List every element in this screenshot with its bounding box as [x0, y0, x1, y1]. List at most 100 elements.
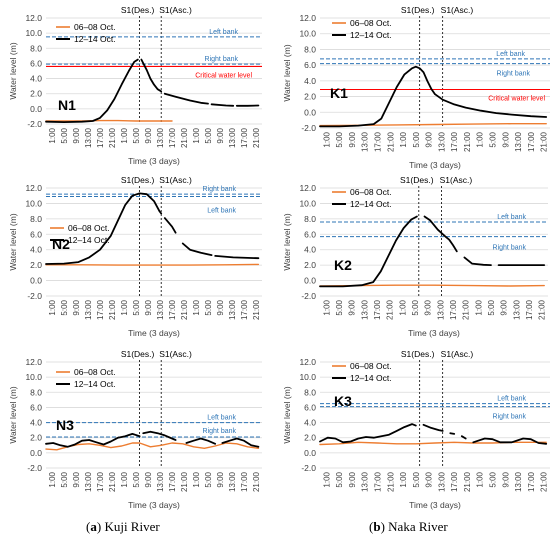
- x-tick-label: 5:00: [489, 471, 498, 487]
- x-tick-label: 5:00: [411, 299, 420, 315]
- panel-label: K3: [334, 393, 352, 409]
- x-tick-label: 17:00: [168, 471, 177, 492]
- y-tick-label: 2.0: [304, 260, 316, 270]
- caption-kuji-text: Kuji River: [104, 519, 160, 534]
- y-tick-label: 0.0: [30, 448, 42, 458]
- y-tick-label: -2.0: [301, 291, 316, 301]
- x-tick-label: 21:00: [180, 299, 189, 320]
- y-axis-label: Water level (m): [282, 44, 292, 101]
- y-tick-label: 10.0: [299, 29, 316, 39]
- x-tick-label: 9:00: [501, 471, 510, 487]
- x-tick-label: 5:00: [60, 471, 69, 487]
- x-tick-label: 13:00: [84, 471, 93, 492]
- x-tick-label: 17:00: [240, 299, 249, 320]
- bank-label: Right bank: [493, 245, 527, 252]
- s1_asc-label: S1(Asc.): [159, 5, 192, 15]
- y-tick-label: 6.0: [304, 229, 316, 239]
- x-tick-label: 21:00: [180, 127, 189, 148]
- x-tick-label: 9:00: [72, 127, 81, 143]
- x-tick-label: 21:00: [108, 299, 117, 320]
- panel-label: K1: [330, 85, 348, 101]
- x-tick-label: 21:00: [462, 299, 471, 320]
- bank-label: Left bank: [207, 207, 236, 214]
- y-axis-label: Water level (m): [282, 386, 292, 443]
- caption-naka: (b) Naka River: [369, 519, 448, 534]
- y-tick-label: 6.0: [304, 402, 316, 412]
- caption-naka-letter: b: [373, 519, 381, 534]
- x-tick-label: 17:00: [96, 127, 105, 148]
- x-tick-label: 9:00: [72, 299, 81, 315]
- bank-label: Left bank: [207, 415, 236, 422]
- legend-entry: 06–08 Oct.: [74, 22, 116, 32]
- caption-kuji: (a) Kuji River: [86, 519, 160, 534]
- y-tick-label: 2.0: [30, 89, 42, 99]
- legend-entry: 12–14 Oct.: [350, 30, 392, 40]
- x-tick-label: 13:00: [361, 471, 370, 492]
- series-line-oct12: [142, 430, 177, 441]
- y-tick-label: 10.0: [25, 198, 42, 208]
- y-tick-label: 12.0: [299, 183, 316, 193]
- legend-entry: 06–08 Oct.: [74, 367, 116, 377]
- y-tick-label: 12.0: [25, 13, 42, 23]
- x-tick-label: 13:00: [436, 299, 445, 320]
- series-line-oct12: [221, 437, 260, 448]
- x-tick-label: 17:00: [168, 299, 177, 320]
- series-line-oct12: [472, 437, 548, 445]
- y-axis-label: Water level (m): [282, 213, 292, 270]
- x-tick-label: 13:00: [512, 299, 521, 320]
- s1_asc-label: S1(Asc.): [440, 175, 473, 185]
- bank-label: Right bank: [205, 56, 239, 63]
- chart-k2: -2.0 0.0 2.0 4.0 6.0 8.0 10.0 12.0 Water level (…: [282, 175, 548, 338]
- x-tick-label: 21:00: [386, 471, 395, 492]
- x-axis-label: Time (3 days): [128, 328, 180, 338]
- x-tick-label: 5:00: [489, 131, 498, 147]
- x-tick-label: 1:00: [192, 299, 201, 315]
- x-tick-label: 13:00: [514, 131, 523, 152]
- x-tick-label: 1:00: [399, 471, 408, 487]
- bank-label: Left bank: [496, 51, 525, 58]
- x-tick-label: 5:00: [335, 299, 344, 315]
- series-line-oct12: [140, 58, 163, 93]
- x-tick-label: 13:00: [156, 127, 165, 148]
- y-tick-label: 4.0: [304, 76, 316, 86]
- x-tick-label: 13:00: [156, 471, 165, 492]
- y-tick-label: 4.0: [30, 418, 42, 428]
- series-line-oct12: [449, 432, 456, 435]
- x-tick-label: 13:00: [437, 471, 446, 492]
- x-tick-label: 21:00: [386, 299, 395, 320]
- x-tick-label: 21:00: [538, 299, 547, 320]
- y-tick-label: 6.0: [30, 58, 42, 68]
- x-tick-label: 1:00: [192, 127, 201, 143]
- series-line-oct06: [45, 263, 260, 266]
- x-tick-label: 1:00: [48, 299, 57, 315]
- series-line-oct12: [181, 242, 213, 256]
- x-tick-label: 13:00: [437, 131, 446, 152]
- series-line-oct12: [422, 423, 444, 432]
- x-tick-label: 9:00: [348, 471, 357, 487]
- x-tick-label: 21:00: [252, 471, 261, 492]
- x-tick-label: 1:00: [322, 471, 331, 487]
- y-tick-label: 8.0: [304, 387, 316, 397]
- x-tick-label: 13:00: [156, 299, 165, 320]
- x-tick-label: 9:00: [216, 299, 225, 315]
- x-tick-label: 5:00: [204, 471, 213, 487]
- x-tick-label: 21:00: [108, 127, 117, 148]
- x-axis-label: Time (3 days): [409, 160, 461, 170]
- y-tick-label: -2.0: [301, 123, 316, 133]
- x-tick-label: 9:00: [500, 299, 509, 315]
- x-tick-label: 1:00: [48, 127, 57, 143]
- y-tick-label: 6.0: [304, 60, 316, 70]
- y-axis-label: Water level (m): [8, 386, 18, 443]
- x-tick-label: 17:00: [449, 299, 458, 320]
- x-tick-label: 17:00: [525, 299, 534, 320]
- y-tick-label: -2.0: [27, 291, 42, 301]
- x-tick-label: 5:00: [60, 299, 69, 315]
- x-tick-label: 21:00: [108, 471, 117, 492]
- x-tick-label: 17:00: [374, 131, 383, 152]
- x-tick-label: 9:00: [424, 299, 433, 315]
- bank-label: Left bank: [209, 29, 238, 36]
- series-line-oct06: [45, 442, 260, 451]
- bank-label: Right bank: [497, 71, 531, 78]
- x-tick-label: 9:00: [348, 131, 357, 147]
- y-tick-label: -2.0: [301, 463, 316, 473]
